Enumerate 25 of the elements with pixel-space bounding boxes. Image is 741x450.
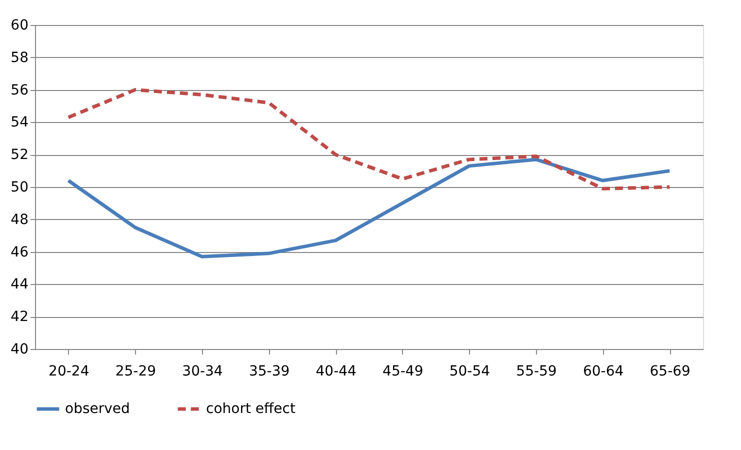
y-tick-label: 44 bbox=[10, 276, 29, 293]
x-tick-label: 50-54 bbox=[449, 364, 490, 380]
x-tick-label: 55-59 bbox=[516, 364, 557, 380]
x-tick-label: 40-44 bbox=[316, 364, 357, 380]
x-tick-label: 20-24 bbox=[48, 364, 90, 380]
y-tick-label: 60 bbox=[10, 18, 28, 34]
y-tick-label: 56 bbox=[10, 82, 29, 98]
line-series bbox=[66, 158, 672, 258]
x-tick-label: 25-29 bbox=[115, 364, 156, 380]
y-tick-label: 58 bbox=[10, 50, 28, 66]
y-tick-label: 54 bbox=[10, 114, 29, 131]
x-tick-label: 60-64 bbox=[582, 364, 624, 380]
x-tick-label: 30-34 bbox=[182, 364, 223, 380]
y-tick-label: 50 bbox=[10, 180, 28, 196]
line-series bbox=[66, 88, 672, 190]
y-tick-label: 52 bbox=[10, 147, 28, 164]
x-tick-label: 35-39 bbox=[248, 364, 290, 380]
legend-label: observed bbox=[65, 401, 130, 417]
y-tick-label: 48 bbox=[10, 212, 28, 228]
x-tick-label: 65-69 bbox=[650, 364, 690, 380]
x-tick-label: 45-49 bbox=[382, 364, 424, 380]
legend-label: cohort effect bbox=[206, 401, 296, 417]
y-tick-label: 40 bbox=[10, 342, 28, 358]
y-tick-label: 46 bbox=[10, 244, 29, 260]
y-tick-label: 42 bbox=[10, 309, 28, 326]
